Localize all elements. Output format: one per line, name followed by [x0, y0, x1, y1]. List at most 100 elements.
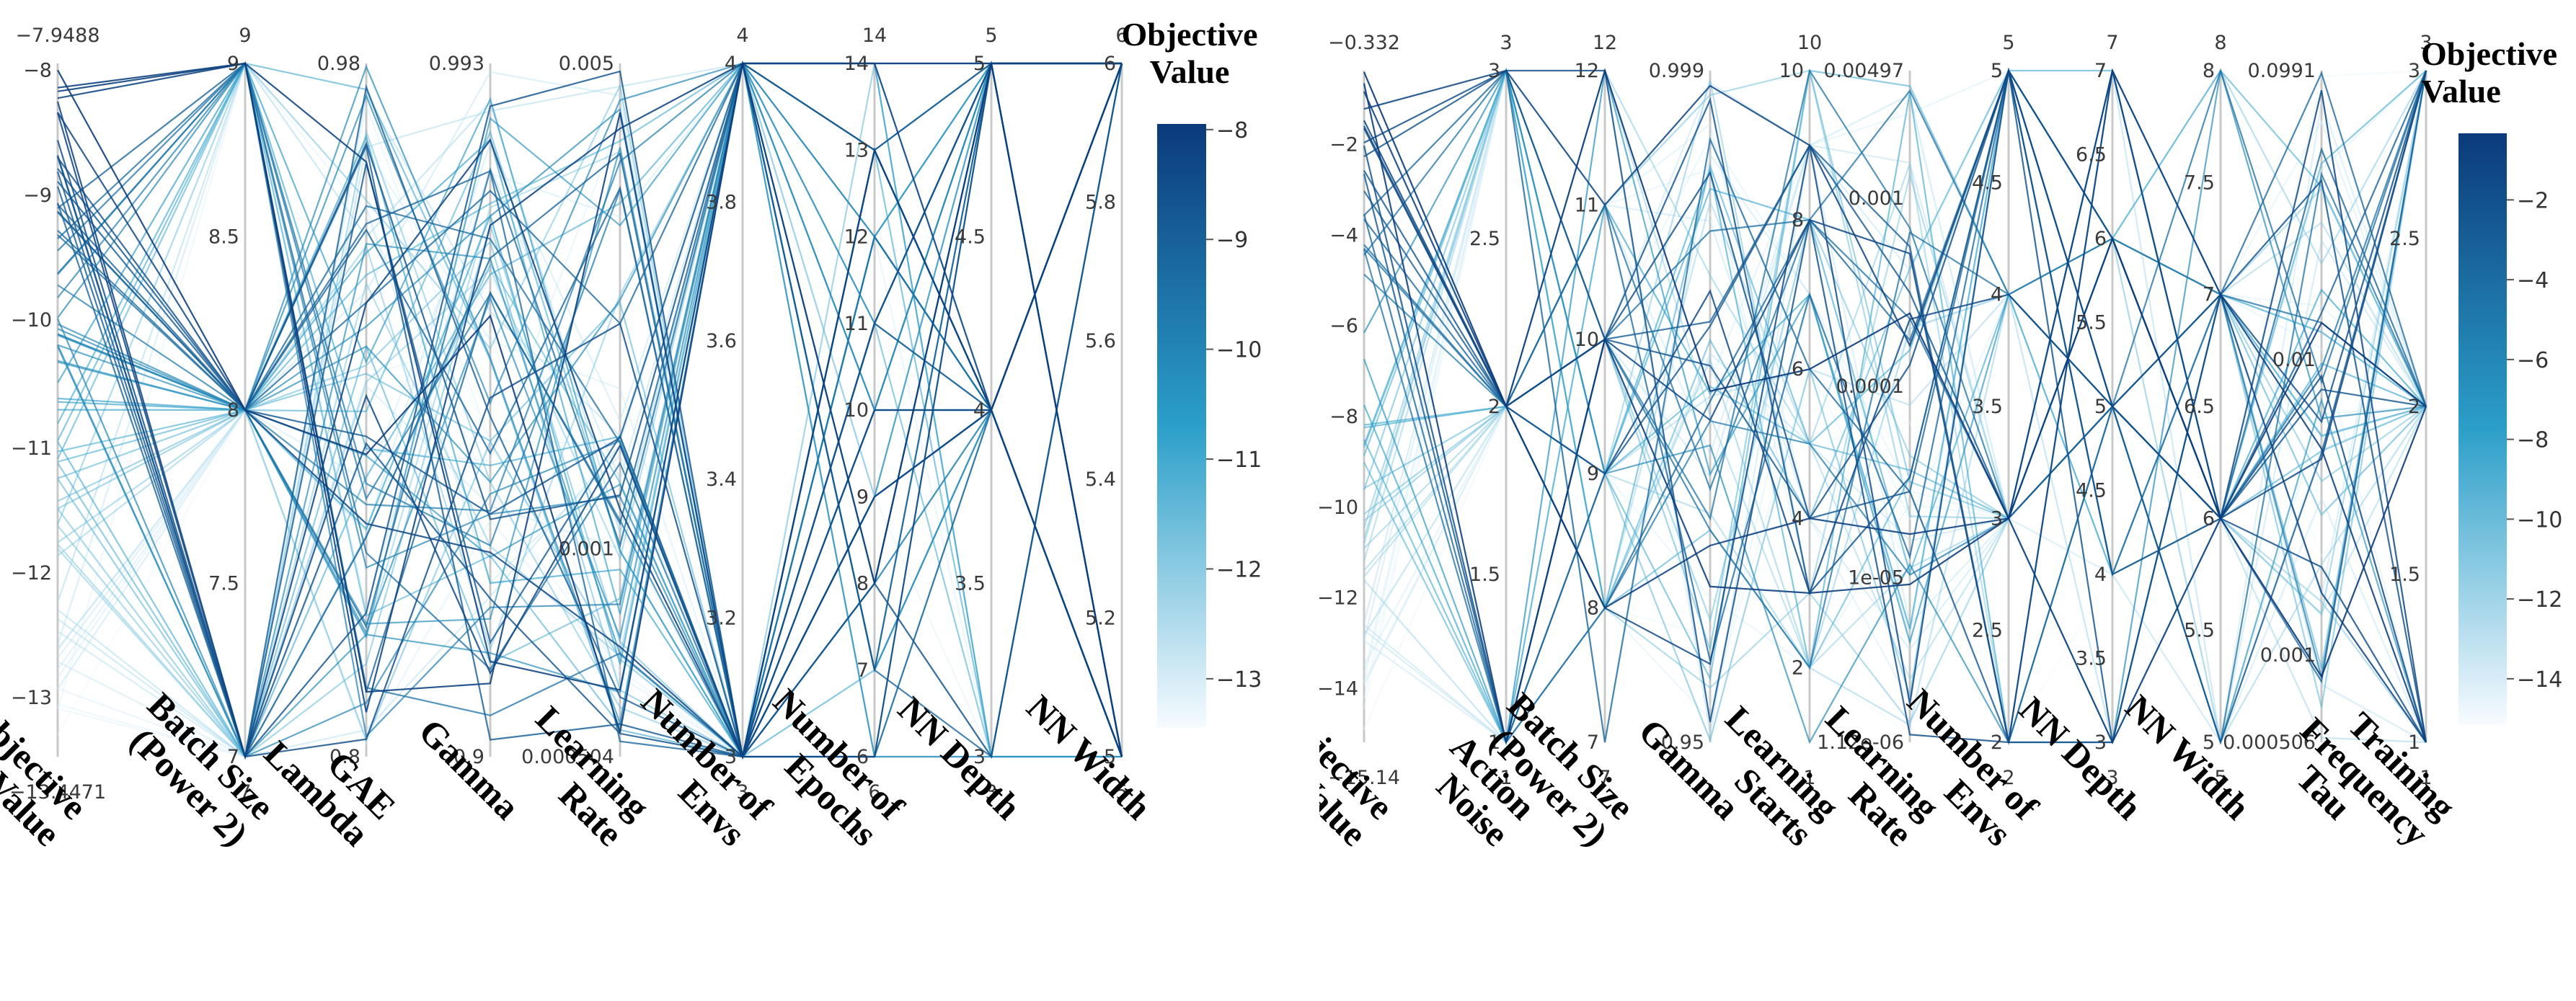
data-line [57, 62, 1122, 691]
tick-label-envs: 4.5 [1972, 172, 2003, 195]
colorbar-title: Objective [1121, 16, 1257, 53]
axis-max-label-envs: 4 [736, 25, 748, 47]
data-line [1363, 68, 2427, 743]
tick-label-epochs: 7 [857, 659, 869, 682]
tick-label-starts: 2 [1792, 657, 1804, 680]
data-line [56, 63, 1123, 760]
axis-max-label-width: 8 [2214, 32, 2226, 54]
tick-label-depth: 3 [973, 746, 986, 768]
tick-label-depth: 6.5 [2076, 144, 2107, 166]
colorbar-tick-label: −8 [1216, 118, 1248, 143]
tick-label-obj: −13 [11, 687, 52, 709]
data-line [1363, 70, 2427, 743]
tick-label-noise: 3 [1488, 60, 1500, 82]
tick-label-depth: 5 [2094, 396, 2107, 418]
tick-label-width: 6.5 [2184, 396, 2215, 418]
tick-label-obj: −10 [1319, 497, 1358, 519]
data-line [1363, 83, 2427, 744]
tick-label-gamma: 0.95 [1661, 731, 1704, 754]
data-line [1363, 68, 2427, 743]
tick-label-freq: 1.5 [2389, 564, 2420, 586]
colorbar-gradient [1157, 124, 1206, 728]
data-line [1363, 70, 2427, 743]
axes-group [56, 63, 1123, 757]
colorbar-tick-label: −12 [1216, 557, 1262, 582]
data-lines-group [1363, 67, 2427, 746]
tick-label-envs: 2 [1991, 731, 2003, 754]
parallel-plot-right-svg: −2 −4 −6 −8 −10 −12 −14 −0.332 −15.14 ObjectiveVa… [1319, 32, 2562, 854]
tick-label-lr: 0.0001 [1836, 375, 1904, 398]
axis-max-label-envs: 5 [2002, 32, 2014, 54]
tick-label-starts: 10 [1779, 60, 1804, 82]
tick-label-obj: −2 [1329, 134, 1358, 156]
tick-label-gae: 0.98 [317, 53, 360, 75]
data-line [1363, 128, 2427, 743]
data-line [1363, 68, 2427, 679]
data-line [1363, 68, 2427, 743]
axis-min-label-depth: 3 [2106, 767, 2118, 789]
tick-label-depth: 4 [973, 399, 986, 422]
tick-label-envs: 4 [725, 53, 737, 75]
data-line [1363, 68, 2427, 743]
axis-min-label-starts: 1 [1803, 767, 1815, 789]
tick-label-width: 5.2 [1085, 608, 1116, 630]
data-line [1363, 70, 2427, 746]
tick-label-gamma: 0.993 [429, 53, 484, 75]
tick-label-width: 5.6 [1085, 330, 1116, 352]
tick-label-envs: 3.2 [706, 608, 737, 630]
data-line [57, 62, 1123, 757]
colorbar-tick-label: −12 [2517, 587, 2562, 613]
data-line [1363, 67, 2427, 743]
data-line [1363, 70, 2427, 662]
axis-min-label-noise: 1 [1500, 767, 1512, 789]
tick-label-starts: 8 [1792, 209, 1804, 231]
axis-max-label-freq: 3 [2420, 32, 2432, 54]
tick-label-envs: 3.4 [706, 468, 737, 491]
data-line [57, 63, 1123, 757]
tick-label-bs: 8 [227, 399, 239, 422]
data-line [56, 62, 1122, 760]
tick-label-envs: 5 [1991, 60, 2003, 82]
data-line [56, 62, 1123, 758]
tick-label-obj: −12 [1319, 587, 1358, 610]
axis-max-label-depth: 7 [2106, 32, 2118, 54]
tick-label-bs: 12 [1575, 60, 1599, 82]
axis-min-label-width: 5 [1115, 781, 1128, 804]
axes-group [1363, 71, 2427, 742]
tick-label-bs: 7 [227, 746, 239, 768]
colorbar-tick-label: −8 [2517, 428, 2549, 453]
tick-label-envs: 3.5 [1972, 396, 2003, 418]
tick-label-depth: 3 [2094, 731, 2107, 754]
axis-max-label-bs: 12 [1593, 32, 1617, 54]
data-line [1363, 69, 2427, 743]
tick-label-obj: −14 [1319, 677, 1358, 700]
tick-label-lr: 1.12e-06 [1817, 731, 1904, 754]
data-line [1363, 70, 2427, 745]
data-line [56, 63, 1123, 760]
colorbar-tick-label: −10 [2517, 507, 2562, 533]
tick-label-obj: −8 [23, 60, 52, 82]
axis-max-label-epochs: 14 [862, 25, 887, 47]
tick-label-width: 7 [2203, 283, 2215, 306]
data-line [1363, 68, 2427, 744]
data-line [1363, 67, 2427, 745]
axis-min-label-bs: 7 [1598, 767, 1611, 789]
tick-label-width: 5.5 [2184, 619, 2215, 641]
tick-label-bs: 10 [1575, 329, 1599, 351]
tick-label-noise: 2 [1488, 396, 1500, 418]
colorbar-title: Value [1150, 53, 1230, 90]
data-line [57, 63, 1123, 760]
tick-label-envs: 3.6 [706, 330, 737, 352]
tick-label-envs: 3 [725, 746, 737, 768]
data-line [57, 61, 1122, 759]
data-line [1363, 70, 2427, 745]
data-line [1363, 67, 2427, 743]
tick-label-depth: 4 [2094, 564, 2107, 586]
tick-label-freq: 2.5 [2389, 228, 2420, 250]
axis-min-label-bs: 7 [239, 781, 251, 804]
tick-label-lr: 0.001 [1849, 187, 1904, 210]
